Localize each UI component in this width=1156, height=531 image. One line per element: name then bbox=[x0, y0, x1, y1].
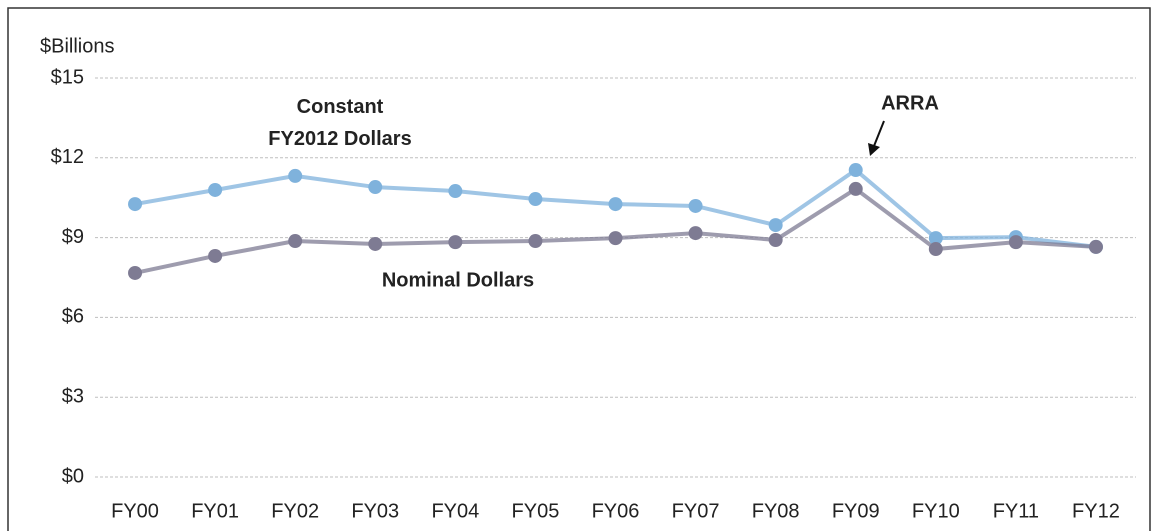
data-point bbox=[848, 181, 863, 196]
chart-frame bbox=[7, 7, 1151, 531]
data-point bbox=[688, 226, 703, 241]
data-point bbox=[288, 168, 303, 183]
x-tick-label: FY01 bbox=[191, 500, 239, 522]
data-point bbox=[368, 180, 383, 195]
data-point bbox=[928, 242, 943, 257]
data-point bbox=[1008, 235, 1023, 250]
x-tick-label: FY10 bbox=[912, 500, 960, 522]
data-point bbox=[608, 231, 623, 246]
data-point bbox=[768, 232, 783, 247]
data-point bbox=[208, 182, 223, 197]
data-point bbox=[608, 197, 623, 212]
x-tick-label: FY04 bbox=[431, 500, 479, 522]
data-point bbox=[528, 234, 543, 249]
y-tick-label: $6 bbox=[62, 306, 84, 328]
x-tick-label: FY02 bbox=[271, 500, 319, 522]
x-tick-label: FY08 bbox=[752, 500, 800, 522]
data-point bbox=[368, 236, 383, 251]
x-tick-label: FY05 bbox=[512, 500, 560, 522]
x-tick-label: FY06 bbox=[592, 500, 640, 522]
x-tick-label: FY03 bbox=[351, 500, 399, 522]
y-tick-label: $12 bbox=[51, 146, 84, 168]
data-point bbox=[848, 163, 863, 178]
x-tick-label: FY09 bbox=[832, 500, 880, 522]
y-tick-label: $0 bbox=[62, 465, 84, 487]
data-point bbox=[128, 265, 143, 280]
data-point bbox=[448, 184, 463, 199]
x-tick-label: FY11 bbox=[993, 500, 1039, 522]
data-point bbox=[128, 197, 143, 212]
x-tick-label: FY12 bbox=[1072, 500, 1120, 522]
data-point bbox=[448, 235, 463, 250]
data-point bbox=[288, 234, 303, 249]
series-label: Constant FY2012 Dollars bbox=[268, 96, 411, 150]
annotation-arrow bbox=[868, 120, 885, 156]
data-point bbox=[1088, 239, 1103, 254]
y-tick-label: $15 bbox=[51, 66, 84, 88]
x-tick-label: FY00 bbox=[111, 500, 159, 522]
y-tick-label: $3 bbox=[62, 385, 84, 407]
data-point bbox=[928, 231, 943, 246]
data-point bbox=[768, 218, 783, 233]
data-point bbox=[688, 198, 703, 213]
y-tick-label: $9 bbox=[62, 226, 84, 248]
data-point bbox=[208, 248, 223, 263]
series-label: Nominal Dollars bbox=[382, 269, 534, 291]
annotation: ARRA bbox=[881, 92, 939, 114]
data-point bbox=[528, 192, 543, 207]
x-tick-label: FY07 bbox=[672, 500, 720, 522]
y-axis-label: $Billions bbox=[40, 35, 114, 57]
